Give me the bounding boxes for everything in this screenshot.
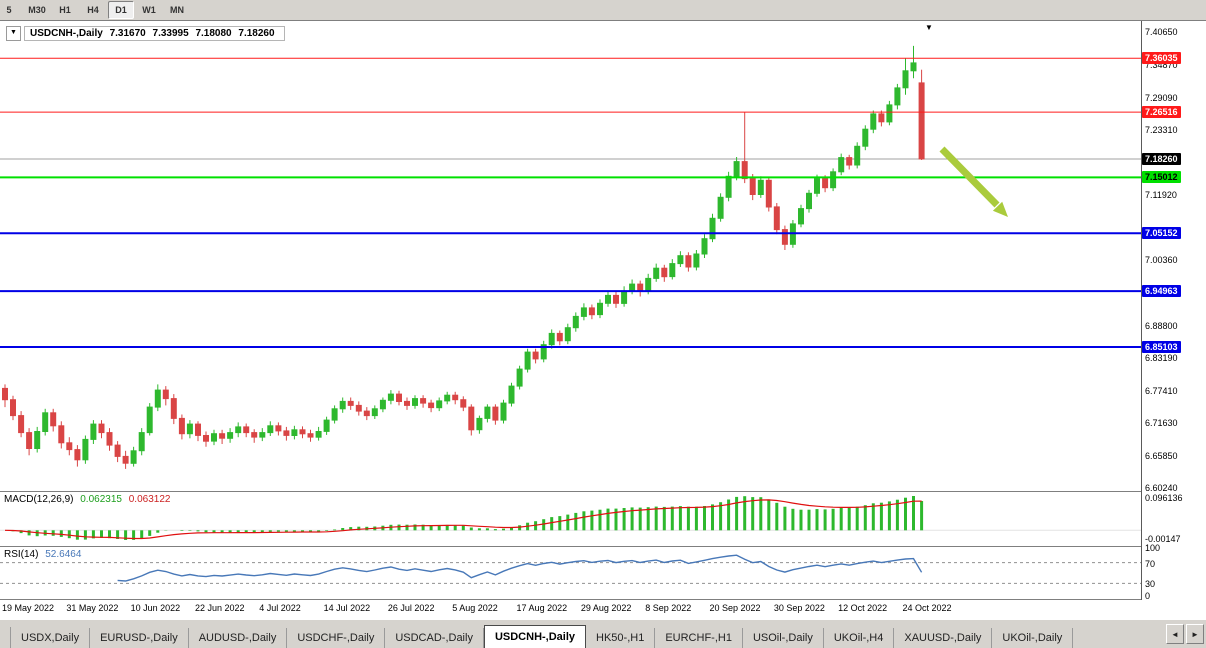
date-tick-label: 30 Sep 2022 bbox=[773, 603, 825, 613]
macd-title: MACD(12,26,9) 0.062315 0.063122 bbox=[4, 494, 170, 505]
rsi-axis-tick: 100 bbox=[1145, 543, 1161, 553]
date-tick-label: 14 Jul 2022 bbox=[323, 603, 371, 613]
timeframe-button-5[interactable]: 5 bbox=[0, 1, 22, 19]
macd-signal-line bbox=[4, 499, 922, 540]
price-axis-tick: 7.34870 bbox=[1145, 59, 1178, 70]
tab-usdcad-daily[interactable]: USDCAD-,Daily bbox=[385, 628, 484, 648]
tab-hk50-h1[interactable]: HK50-,H1 bbox=[586, 628, 656, 648]
macd-main-value: 0.062315 bbox=[80, 494, 122, 505]
macd-axis-min: -0.00147 bbox=[1145, 534, 1181, 544]
macd-axis-max: 0.096136 bbox=[1145, 493, 1183, 503]
price-axis-tick: 7.40650 bbox=[1145, 27, 1178, 37]
rsi-axis-tick: 0 bbox=[1145, 591, 1151, 601]
date-tick-label: 5 Aug 2022 bbox=[452, 603, 498, 613]
price-axis-tick: 6.65850 bbox=[1145, 451, 1178, 462]
date-tick-label: 22 Jun 2022 bbox=[194, 603, 245, 613]
date-tick-label: 31 May 2022 bbox=[66, 603, 119, 613]
price-axis-tick: 6.60240 bbox=[1145, 482, 1178, 493]
date-tick-label: 26 Jul 2022 bbox=[387, 603, 435, 613]
close-value: 7.18260 bbox=[238, 28, 275, 39]
level-price-label: 6.94963 bbox=[1142, 285, 1181, 298]
pane-separator[interactable] bbox=[0, 491, 1206, 492]
tabbar-spacer bbox=[0, 627, 11, 648]
timeframe-button-H1[interactable]: H1 bbox=[52, 1, 78, 19]
time-axis: 19 May 2022 31 May 2022 10 Jun 2022 22 Jun … bbox=[0, 600, 1141, 618]
pane-separator[interactable] bbox=[0, 546, 1206, 547]
tab-usoil-daily[interactable]: USOil-,Daily bbox=[743, 628, 824, 648]
tab-audusd-daily[interactable]: AUDUSD-,Daily bbox=[189, 628, 288, 648]
timeframe-button-H4[interactable]: H4 bbox=[80, 1, 106, 19]
tab-eurchf-h1[interactable]: EURCHF-,H1 bbox=[655, 628, 743, 648]
symbol-dropdown-button[interactable]: ▼ bbox=[6, 26, 21, 41]
date-tick-label: 8 Sep 2022 bbox=[645, 603, 692, 613]
price-axis-tick: 7.00360 bbox=[1145, 255, 1178, 266]
tab-ukoil-daily[interactable]: UKOil-,Daily bbox=[992, 628, 1074, 648]
date-tick-label: 10 Jun 2022 bbox=[130, 603, 181, 613]
rsi-line bbox=[117, 554, 923, 582]
level-price-label: 7.26516 bbox=[1142, 106, 1181, 119]
level-price-label: 7.05152 bbox=[1142, 227, 1181, 240]
date-tick-label: 17 Aug 2022 bbox=[516, 603, 568, 613]
rsi-axis-tick: 70 bbox=[1145, 558, 1156, 569]
tab-usdx-daily[interactable]: USDX,Daily bbox=[11, 628, 91, 648]
rsi-label: RSI(14) bbox=[4, 549, 39, 560]
timeframe-button-MN[interactable]: MN bbox=[164, 1, 190, 19]
tab-eurusd-daily[interactable]: EURUSD-,Daily bbox=[90, 628, 189, 648]
date-tick-label: 19 May 2022 bbox=[2, 603, 55, 613]
price-axis-tick: 7.11920 bbox=[1145, 189, 1177, 200]
high-value: 7.33995 bbox=[152, 28, 189, 39]
price-axis-tick: 7.29090 bbox=[1145, 92, 1178, 103]
current-price-label: 7.18260 bbox=[1142, 152, 1181, 165]
timeframe-button-D1[interactable]: D1 bbox=[108, 1, 134, 19]
trend-arrow-annotation[interactable] bbox=[939, 146, 1008, 217]
macd-indicator-canvas[interactable] bbox=[0, 492, 1141, 546]
pane-separator bbox=[0, 599, 1206, 600]
ohlc-readout: USDCNH-,Daily 7.31670 7.33995 7.18080 7.… bbox=[24, 26, 285, 41]
level-price-label: 7.15012 bbox=[1142, 171, 1181, 184]
tab-xauusd-daily[interactable]: XAUUSD-,Daily bbox=[894, 628, 993, 648]
rsi-axis-tick: 30 bbox=[1145, 579, 1156, 590]
date-tick-label: 12 Oct 2022 bbox=[838, 603, 888, 613]
price-axis-tick: 7.23310 bbox=[1145, 125, 1178, 136]
price-axis-tick: 6.77410 bbox=[1145, 385, 1178, 396]
price-chart-canvas[interactable] bbox=[0, 21, 1141, 490]
price-axis: 7.40650 7.34870 7.29090 7.23310 7.11920 7.003… bbox=[1142, 21, 1206, 601]
date-tick-label: 24 Oct 2022 bbox=[902, 603, 952, 613]
low-value: 7.18080 bbox=[195, 28, 232, 39]
timeframe-button-M30[interactable]: M30 bbox=[24, 1, 50, 19]
tab-scroll-right-icon[interactable]: ► bbox=[1186, 624, 1204, 644]
price-axis-tick: 6.71630 bbox=[1145, 418, 1178, 429]
timeframe-toolbar: 5 M30 H1 H4 D1 W1 MN bbox=[0, 0, 1206, 21]
macd-signal-value: 0.063122 bbox=[128, 494, 171, 505]
macd-label: MACD(12,26,9) bbox=[4, 494, 74, 505]
level-price-label: 6.85103 bbox=[1142, 340, 1181, 353]
rsi-value: 52.6464 bbox=[45, 549, 82, 560]
level-price-label: 7.36035 bbox=[1142, 52, 1181, 65]
rsi-indicator-canvas[interactable] bbox=[0, 547, 1141, 599]
date-tick-label: 4 Jul 2022 bbox=[259, 603, 301, 613]
tab-scroll-controls: ◄ ► bbox=[1166, 624, 1204, 644]
price-axis-tick: 6.83190 bbox=[1145, 352, 1178, 363]
chart-tab-bar: USDX,Daily EURUSD-,Daily AUDUSD-,Daily USDC… bbox=[0, 619, 1206, 648]
rsi-title: RSI(14) 52.6464 bbox=[4, 549, 81, 560]
symbol-label: USDCNH-,Daily bbox=[30, 28, 103, 39]
tab-ukoil-h4[interactable]: UKOil-,H4 bbox=[824, 628, 895, 648]
date-tick-label: 29 Aug 2022 bbox=[580, 603, 632, 613]
open-value: 7.31670 bbox=[109, 28, 146, 39]
dropdown-icon: ▼ bbox=[10, 29, 17, 36]
chart-shift-marker-icon[interactable]: ▼ bbox=[925, 23, 933, 32]
tab-usdchf-daily[interactable]: USDCHF-,Daily bbox=[287, 628, 386, 648]
price-axis-tick: 6.88800 bbox=[1145, 321, 1178, 331]
date-tick-label: 20 Sep 2022 bbox=[709, 603, 761, 613]
tab-scroll-left-icon[interactable]: ◄ bbox=[1166, 624, 1184, 644]
tab-usdcnh-daily[interactable]: USDCNH-,Daily bbox=[483, 625, 587, 648]
timeframe-button-W1[interactable]: W1 bbox=[136, 1, 162, 19]
axis-separator bbox=[1141, 21, 1142, 600]
chart-info: ▼ USDCNH-,Daily 7.31670 7.33995 7.18080 … bbox=[6, 26, 285, 41]
